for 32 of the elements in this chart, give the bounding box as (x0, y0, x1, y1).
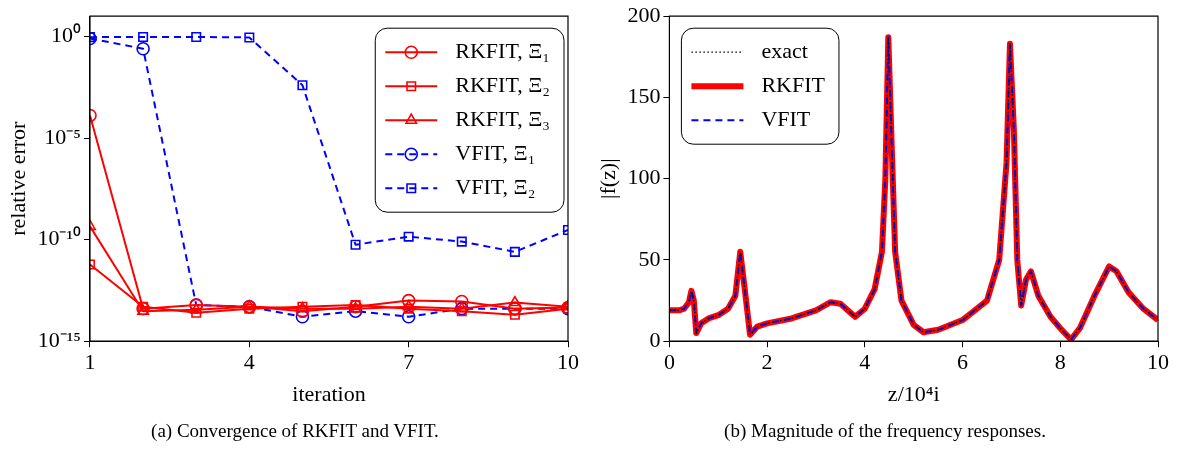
y-axis-title: |f(z)| (594, 158, 620, 199)
x-tick-label: 8 (1054, 349, 1066, 375)
text: (a) Convergence of RKFIT and VFIT. (150, 420, 440, 442)
y-tick-label: 10⁻¹⁵ (37, 326, 81, 352)
x-tick-label: 4 (243, 349, 255, 375)
y-tick-label: 10⁻⁵ (44, 123, 81, 149)
x-tick-label: 10 (557, 349, 579, 375)
x-axis-title: z/10⁴i (887, 380, 940, 406)
y-tick-label: 100 (627, 164, 661, 190)
y-tick-label: 0 (649, 326, 661, 352)
legend-label: VFIT, Ξ₁ (455, 139, 536, 165)
legend-label: RKFIT, Ξ₃ (455, 105, 550, 131)
x-tick-label: 4 (859, 349, 871, 375)
x-tick-label: 6 (957, 349, 969, 375)
x-tick-label: 2 (761, 349, 773, 375)
legend-label: VFIT (761, 105, 811, 131)
legend-label: RKFIT, Ξ₂ (455, 71, 550, 97)
legend-label: exact (761, 37, 808, 63)
y-tick-label: 10⁻¹⁰ (37, 225, 81, 251)
y-axis-title: relative error (4, 120, 30, 236)
x-tick-label: 7 (403, 349, 415, 375)
legend-label: RKFIT, Ξ₁ (455, 37, 550, 63)
y-tick-label: 200 (627, 1, 661, 27)
y-tick-label: 150 (627, 83, 661, 109)
y-tick-label: 10⁰ (51, 22, 81, 48)
x-tick-label: 1 (84, 349, 96, 375)
legend-label: VFIT, Ξ₂ (455, 173, 536, 199)
y-tick-label: 50 (638, 245, 661, 271)
text: (b) Magnitude of the frequency responses. (723, 420, 1047, 442)
x-tick-label: 10 (1147, 349, 1169, 375)
x-axis-title: iteration (292, 380, 366, 406)
legend-label: RKFIT (761, 71, 826, 97)
